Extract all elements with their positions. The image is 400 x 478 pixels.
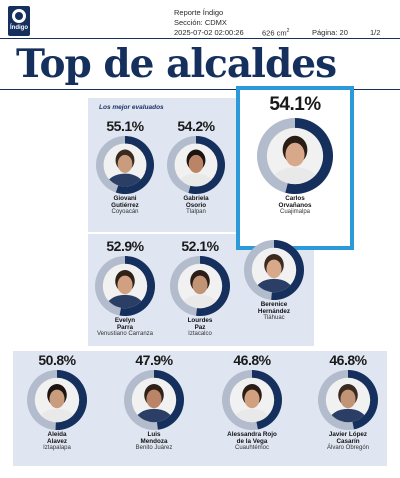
area-value: 626 cm xyxy=(262,28,287,38)
candidate-first-name: Luis xyxy=(147,431,161,438)
candidate-photo xyxy=(34,377,80,423)
candidate-municipality: Tlalpan xyxy=(186,209,206,215)
candidate-photo xyxy=(102,263,148,309)
candidate-percent: 46.8% xyxy=(233,352,271,368)
candidate-photo xyxy=(177,263,223,309)
indigo-logo: Índigo xyxy=(8,6,30,36)
candidate-percent: 55.1% xyxy=(106,118,144,134)
candidate-last-name: Hernández xyxy=(257,308,291,315)
candidate-last-name: Gutiérrez xyxy=(111,202,139,209)
candidate-municipality: Cuauhtémoc xyxy=(234,445,270,451)
candidate-first-name: Evelyn xyxy=(114,317,136,324)
candidate-percent: 52.1% xyxy=(181,238,219,254)
page-title: Top de alcaldes xyxy=(16,41,337,87)
candidate-last-name: Orvañanos xyxy=(278,202,312,209)
report-page: Página: 20 xyxy=(312,28,348,37)
approval-ring xyxy=(27,370,87,430)
approval-ring xyxy=(222,370,283,430)
candidate-municipality: Iztacalco xyxy=(188,331,212,337)
candidate-photo xyxy=(103,143,147,187)
candidate-percent: 46.8% xyxy=(329,352,367,368)
candidate-municipality: Tláhuac xyxy=(263,315,285,321)
candidate-last-name: Casarín xyxy=(336,438,360,445)
approval-ring xyxy=(318,370,379,430)
candidate-photo xyxy=(325,377,371,423)
candidate-percent: 54.1% xyxy=(269,94,321,115)
approval-ring xyxy=(95,256,155,316)
area-unit-exponent: 2 xyxy=(286,28,290,34)
candidate-municipality: Venustiano Carranza xyxy=(96,331,154,337)
candidate-first-name: Carlos xyxy=(285,195,305,202)
candidate-last-name: Osorio xyxy=(185,202,207,209)
candidate-gabriela-osorio: 54.2% Gabriela Osorio Tlalpan xyxy=(151,118,241,216)
approval-ring xyxy=(96,136,154,194)
report-page-count: 1/2 xyxy=(370,28,381,37)
candidate-last-name: Parra xyxy=(116,324,134,331)
candidate-photo xyxy=(266,127,324,185)
report-area: 626 cm2 xyxy=(262,28,289,38)
candidate-photo xyxy=(174,143,218,187)
candidate-municipality: Iztapalapa xyxy=(43,445,71,451)
candidate-first-name: Berenice xyxy=(260,301,288,308)
header-rule-top xyxy=(0,38,400,39)
candidate-percent: 47.9% xyxy=(135,352,173,368)
candidate-percent: 50.8% xyxy=(38,352,76,368)
candidate-berenice-hernandez: Berenice Hernández Tláhuac xyxy=(229,238,319,322)
candidate-photo xyxy=(251,247,297,293)
logo-text: Índigo xyxy=(10,25,28,31)
candidate-municipality: Cuajimalpa xyxy=(279,209,310,215)
approval-ring xyxy=(257,118,333,194)
candidate-featured: 54.1% Carlos Orvañanos Cuajimalpa xyxy=(250,94,340,216)
candidate-first-name: Giovani xyxy=(113,195,137,202)
approval-ring xyxy=(124,370,185,430)
candidate-evelyn-parra: 52.9% Evelyn Parra Venustiano Carranza xyxy=(80,238,170,338)
candidate-aleida-alavez: 50.8% Aleida Alavez Iztapalapa xyxy=(12,352,102,452)
candidate-javier-lopez: 46.8% Javier López Casarín Álvaro Obregó… xyxy=(303,352,393,452)
candidate-lourdes-paz: 52.1% Lourdes Paz Iztacalco xyxy=(155,238,245,338)
report-datetime: 2025-07-02 02:00:26 xyxy=(174,28,244,37)
approval-ring xyxy=(167,136,225,194)
candidate-first-name: Alessandra Rojo xyxy=(227,431,277,438)
panel-label: Los mejor evaluados xyxy=(99,104,164,111)
approval-ring xyxy=(244,240,304,300)
candidate-municipality: Álvaro Obregón xyxy=(326,445,370,451)
candidate-municipality: Coyoacán xyxy=(111,209,139,215)
candidate-percent: 54.2% xyxy=(177,118,215,134)
candidate-municipality: Benito Juárez xyxy=(135,445,173,451)
report-section: Sección: CDMX xyxy=(174,18,227,27)
candidate-last-name: Paz xyxy=(194,324,206,331)
candidate-first-name: Aleida xyxy=(47,431,67,438)
candidate-giovani-gutierrez: 55.1% Giovani Gutiérrez Coyoacán xyxy=(80,118,170,216)
candidate-last-name: de la Vega xyxy=(236,438,268,445)
approval-ring xyxy=(170,256,230,316)
candidate-first-name: Gabriela xyxy=(183,195,209,202)
candidate-percent: 52.9% xyxy=(106,238,144,254)
candidate-luis-mendoza: 47.9% Luis Mendoza Benito Juárez xyxy=(109,352,199,452)
candidate-first-name: Javier López xyxy=(328,431,368,438)
candidate-last-name: Mendoza xyxy=(140,438,168,445)
candidate-first-name: Lourdes xyxy=(187,317,213,324)
candidate-alessandra-rojo: 46.8% Alessandra Rojo de la Vega Cuauhté… xyxy=(207,352,297,452)
candidate-photo xyxy=(131,377,177,423)
header-rule-bottom xyxy=(0,89,400,90)
featured-card xyxy=(236,86,354,250)
candidate-last-name: Alavez xyxy=(47,438,67,445)
report-name: Reporte Índigo xyxy=(174,8,224,17)
candidate-photo xyxy=(229,377,275,423)
